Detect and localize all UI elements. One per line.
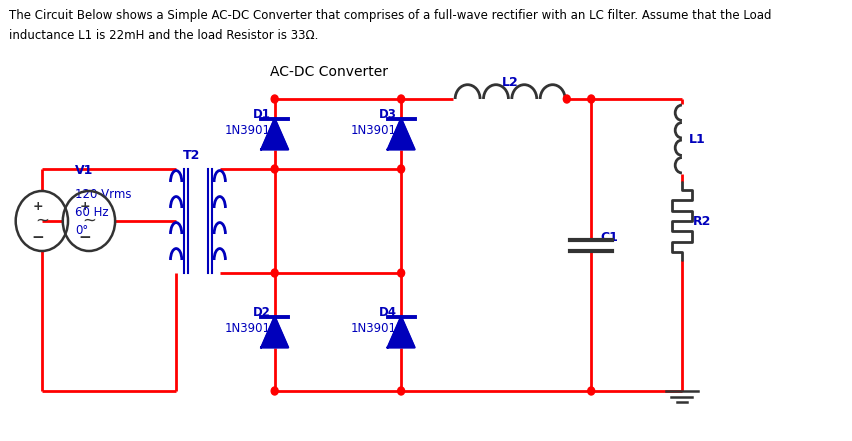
Text: C1: C1 (599, 231, 617, 243)
Text: 1N3901: 1N3901 (350, 123, 396, 137)
Text: D3: D3 (378, 108, 396, 120)
Polygon shape (387, 119, 414, 149)
Text: L1: L1 (688, 132, 705, 146)
Circle shape (397, 165, 404, 173)
Text: The Circuit Below shows a Simple AC-DC Converter that comprises of a full-wave r: The Circuit Below shows a Simple AC-DC C… (9, 9, 770, 22)
Text: ~: ~ (82, 212, 95, 230)
Text: 60 Hz: 60 Hz (75, 206, 108, 218)
Circle shape (562, 95, 570, 103)
Text: −: − (78, 229, 91, 244)
Text: D1: D1 (252, 108, 270, 120)
Circle shape (271, 165, 278, 173)
Text: L2: L2 (501, 76, 518, 89)
Polygon shape (387, 317, 414, 348)
Text: AC-DC Converter: AC-DC Converter (270, 65, 388, 79)
Circle shape (271, 269, 278, 277)
Text: 1N3901: 1N3901 (224, 321, 270, 335)
Text: 0°: 0° (75, 224, 88, 236)
Text: 1N3901: 1N3901 (350, 321, 396, 335)
Circle shape (587, 387, 594, 395)
Circle shape (271, 387, 278, 395)
Text: +: + (79, 201, 89, 213)
Circle shape (397, 269, 404, 277)
Circle shape (397, 95, 404, 103)
Text: D4: D4 (378, 306, 396, 318)
Circle shape (587, 95, 594, 103)
Text: D2: D2 (252, 306, 270, 318)
Text: T2: T2 (183, 149, 200, 162)
Text: inductance L1 is 22mH and the load Resistor is 33Ω.: inductance L1 is 22mH and the load Resis… (9, 29, 318, 42)
Text: 120 Vrms: 120 Vrms (75, 187, 131, 201)
Circle shape (397, 387, 404, 395)
Polygon shape (261, 317, 288, 348)
Text: R2: R2 (692, 214, 710, 228)
Polygon shape (261, 119, 288, 149)
Circle shape (271, 95, 278, 103)
Text: ~: ~ (35, 212, 49, 230)
Text: +: + (32, 201, 43, 213)
Text: V1: V1 (75, 164, 93, 177)
Text: 1N3901: 1N3901 (224, 123, 270, 137)
Text: −: − (31, 229, 43, 244)
